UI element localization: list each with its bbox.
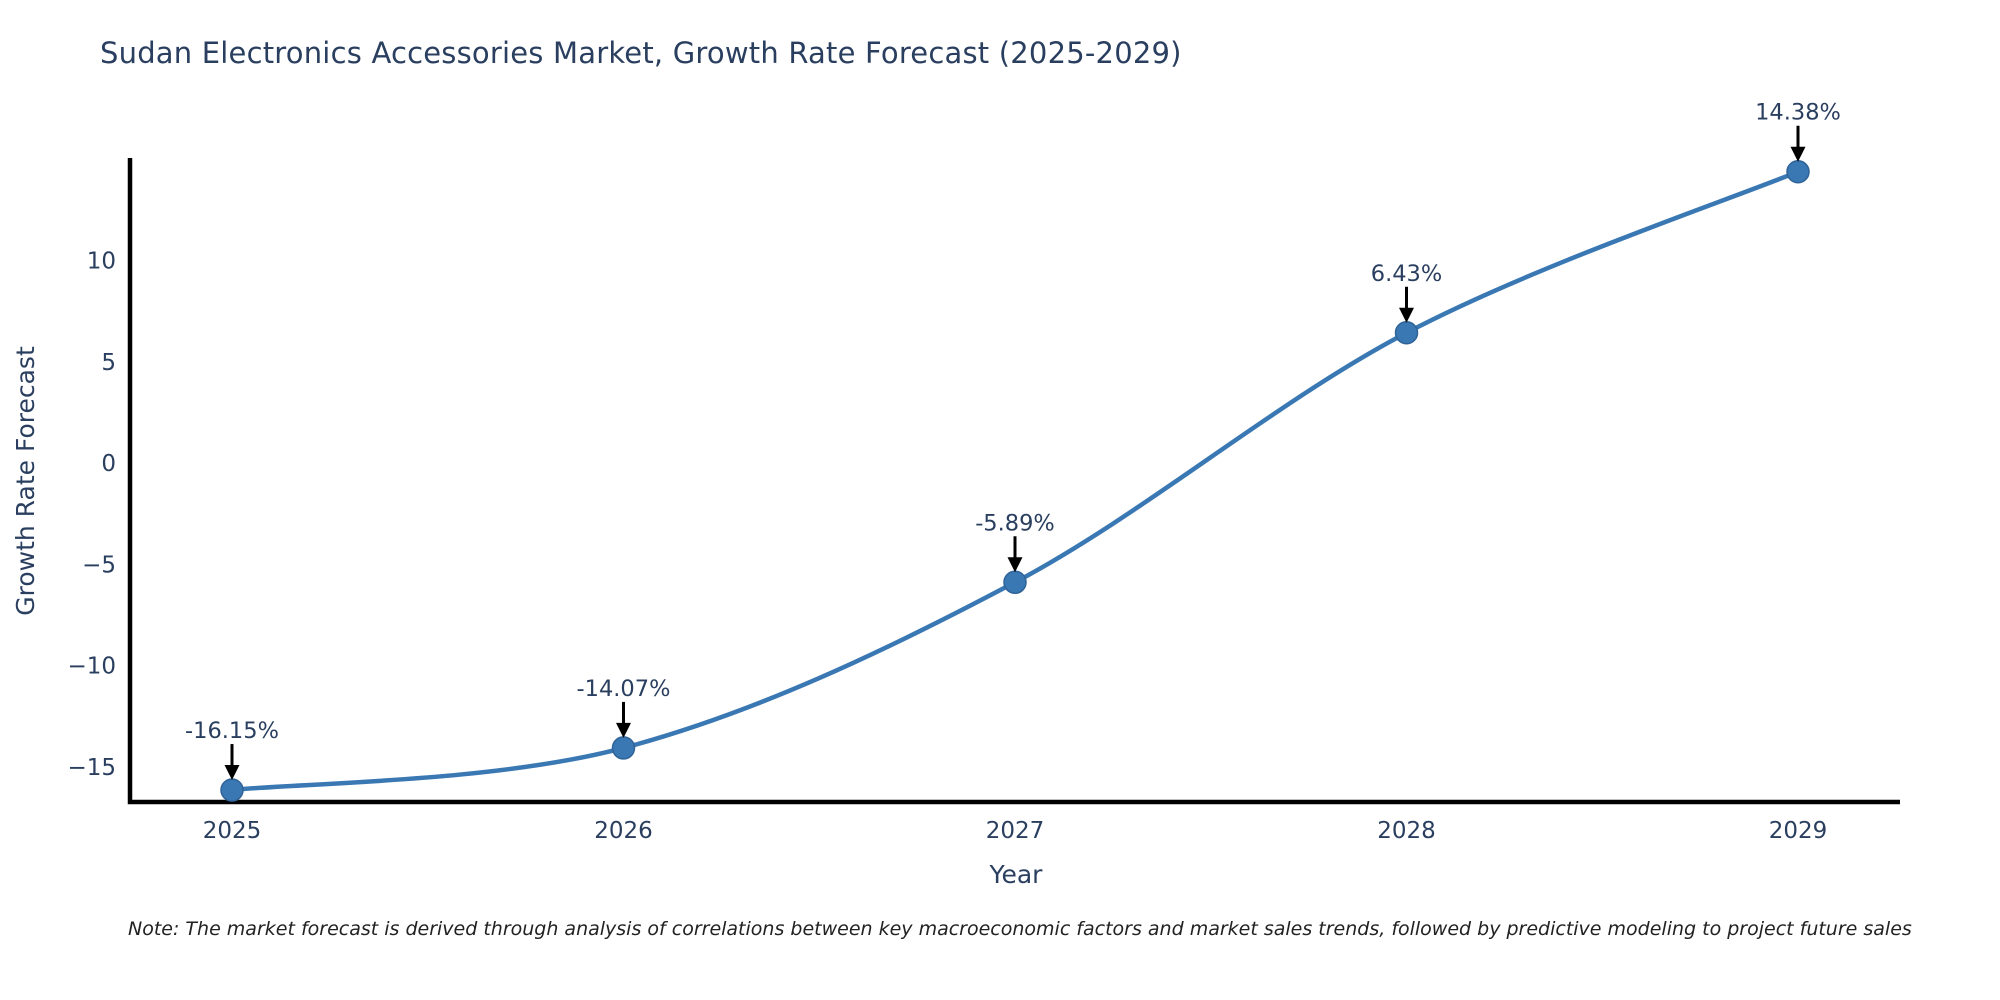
annotation-arrowhead xyxy=(616,722,631,738)
data-point-marker[interactable] xyxy=(220,778,244,802)
data-point-marker[interactable] xyxy=(1003,570,1027,595)
data-point-marker[interactable] xyxy=(1786,159,1810,184)
y-tick-label: 0 xyxy=(101,451,116,477)
data-point-label: 14.38% xyxy=(1755,100,1841,126)
data-point-label: -5.89% xyxy=(975,510,1055,536)
x-tick-label: 2025 xyxy=(203,818,262,844)
plot-area[interactable] xyxy=(130,160,1900,802)
x-tick-label: 2029 xyxy=(1769,818,1828,844)
data-point-label: 6.43% xyxy=(1371,261,1442,287)
data-point-marker[interactable] xyxy=(611,736,636,760)
x-axis-title: Year xyxy=(989,860,1044,889)
y-tick-label: −10 xyxy=(67,654,116,680)
data-point-label: -14.07% xyxy=(577,676,671,702)
x-tick-label: 2027 xyxy=(986,818,1045,844)
chart-title: Sudan Electronics Accessories Market, Gr… xyxy=(100,36,1182,70)
data-point-label: -16.15% xyxy=(185,718,279,744)
y-tick-label: 5 xyxy=(101,350,116,376)
y-tick-label: −15 xyxy=(67,755,116,781)
footnote: Note: The market forecast is derived thr… xyxy=(128,918,1912,940)
axis-lines xyxy=(127,158,1900,805)
x-tick-label: 2026 xyxy=(594,818,653,844)
annotation-arrowhead xyxy=(1399,307,1414,323)
y-tick-label: −5 xyxy=(82,552,116,578)
y-axis-title: Growth Rate Forecast xyxy=(11,346,40,616)
annotation-arrowhead xyxy=(224,765,240,781)
y-tick-label: 10 xyxy=(87,249,116,275)
x-tick-label: 2028 xyxy=(1377,818,1436,844)
annotation-arrowhead xyxy=(1007,557,1023,573)
annotation-arrowhead xyxy=(1790,146,1806,162)
data-point-marker[interactable] xyxy=(1394,321,1419,345)
